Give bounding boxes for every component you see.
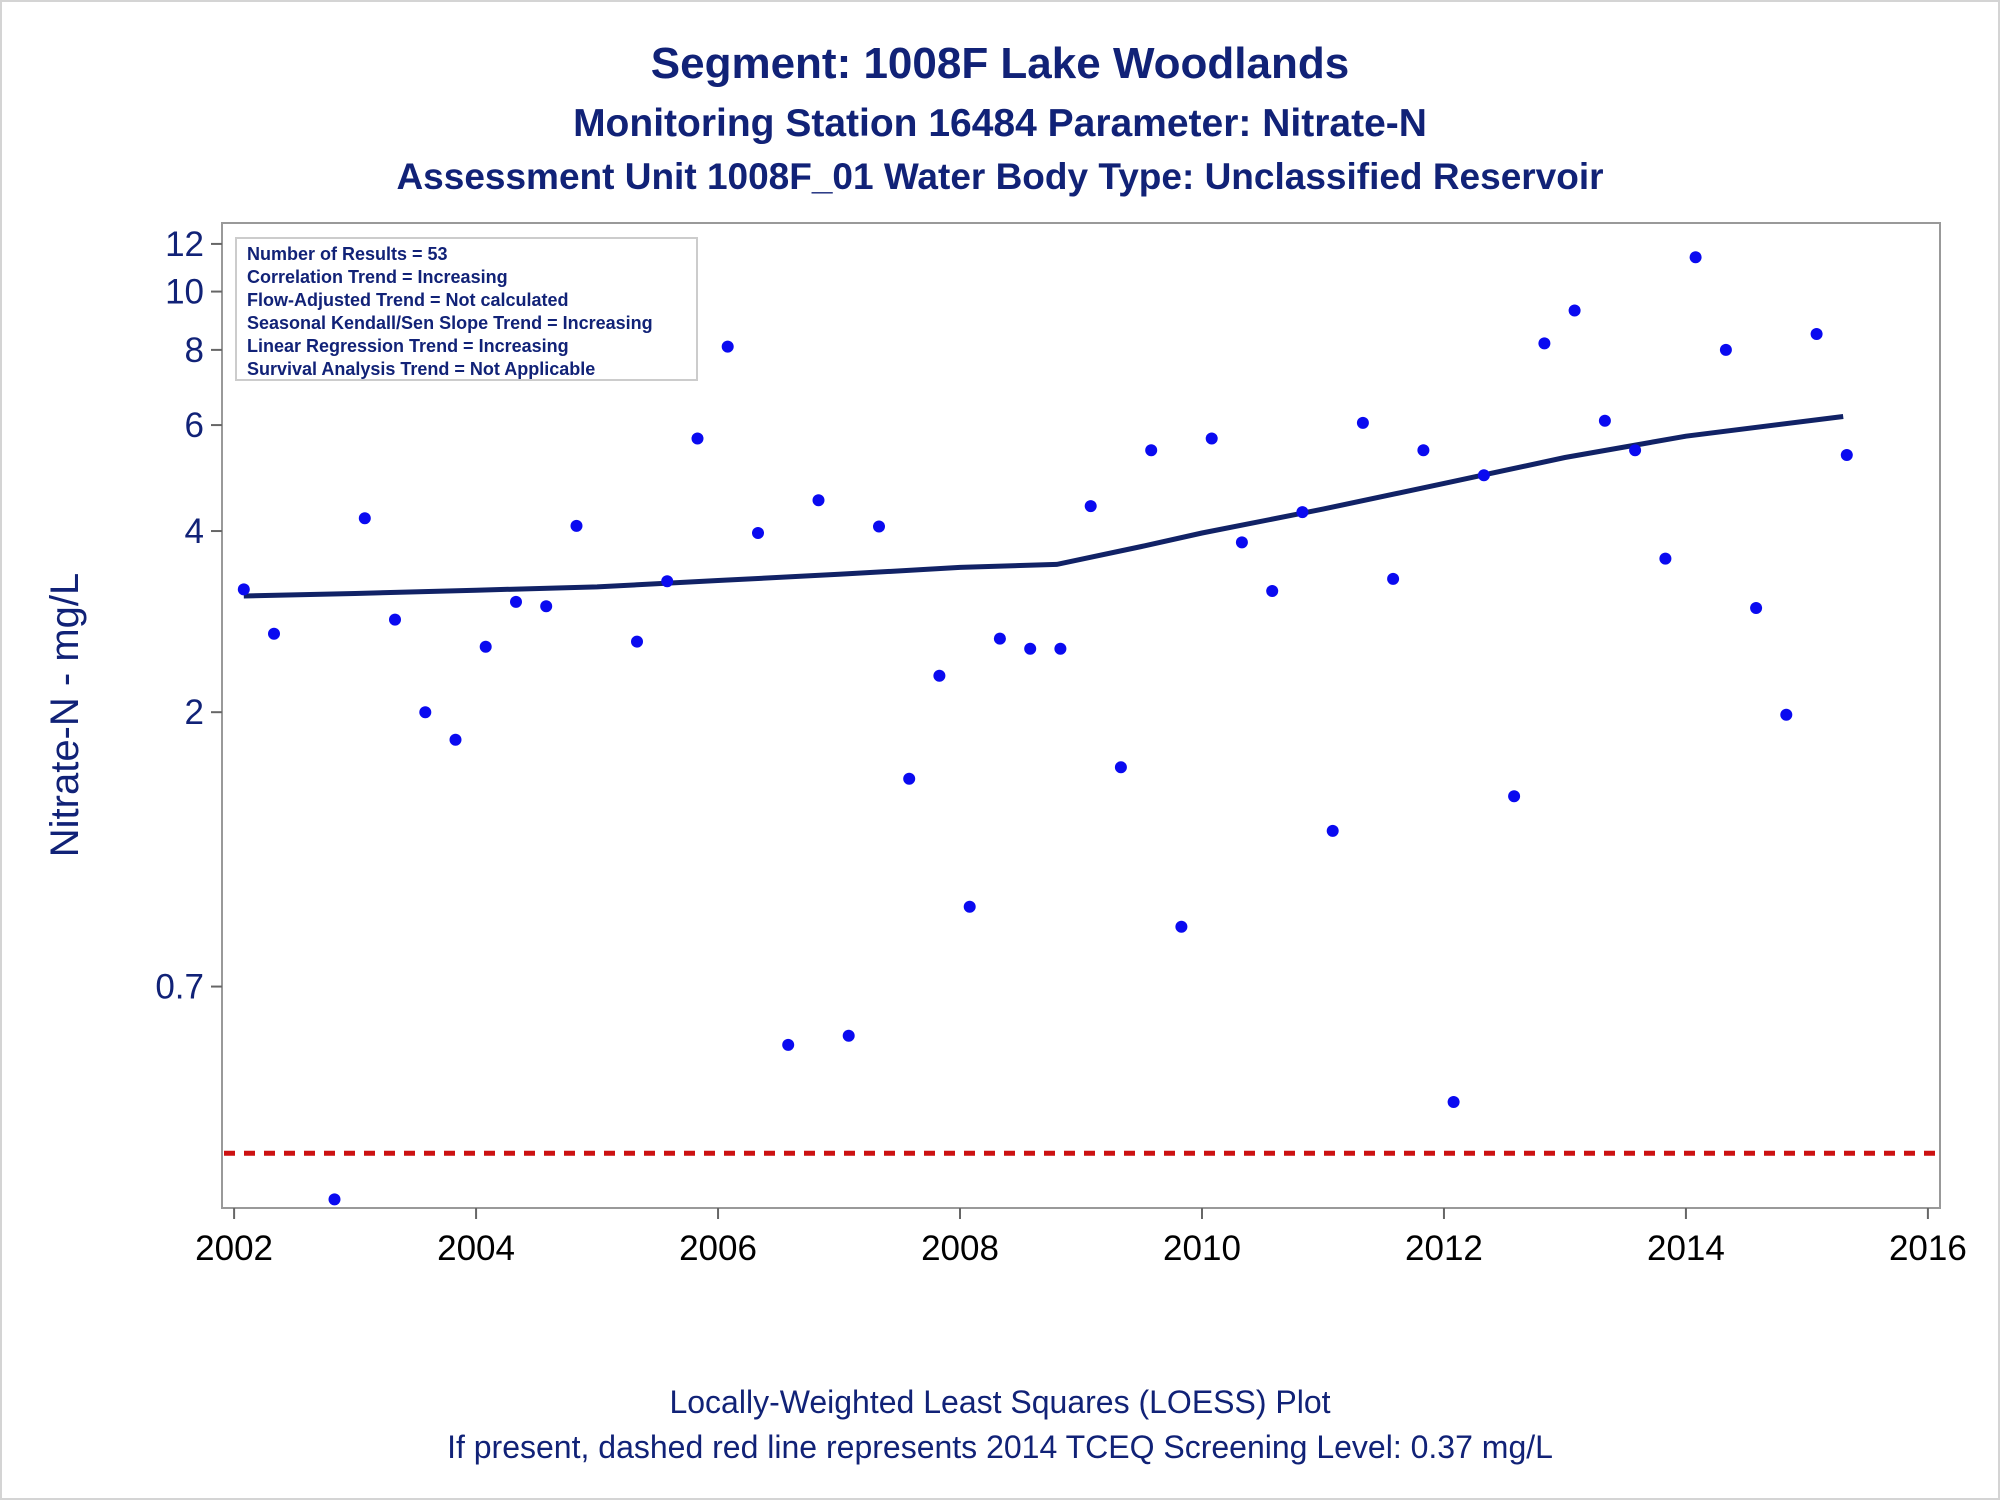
data-point-20 <box>842 1029 855 1042</box>
chart-subtitle: Monitoring Station 16484 Parameter: Nitr… <box>573 102 1427 145</box>
y-tick-label-10: 10 <box>165 273 204 312</box>
data-point-16 <box>721 340 734 353</box>
data-point-45 <box>1598 414 1611 427</box>
data-point-26 <box>1024 642 1037 655</box>
y-tick-label-6: 6 <box>185 406 204 445</box>
data-point-41 <box>1477 469 1490 482</box>
y-tick-label-2: 2 <box>185 693 204 732</box>
data-point-42 <box>1508 790 1521 803</box>
data-point-52 <box>1810 328 1823 340</box>
chart-subtitle-2: Assessment Unit 1008F_01 Water Body Type… <box>396 156 1603 197</box>
inset-line-correlation: Correlation Trend = Increasing <box>247 267 508 287</box>
data-point-15 <box>691 432 704 445</box>
data-point-24 <box>963 900 976 913</box>
x-tick-label-2004: 2004 <box>437 1229 515 1268</box>
data-point-44 <box>1568 304 1581 317</box>
data-point-18 <box>782 1038 795 1051</box>
x-tick-label-2006: 2006 <box>679 1229 757 1268</box>
data-point-22 <box>903 772 916 785</box>
stats-inset: Number of Results = 53 Correlation Trend… <box>235 237 698 381</box>
loess-trend-line <box>243 414 1844 599</box>
data-point-5 <box>389 613 401 626</box>
data-point-2 <box>268 627 280 640</box>
data-point-11 <box>570 519 583 532</box>
data-point-31 <box>1175 920 1188 933</box>
chart-title: Segment: 1008F Lake Woodlands <box>651 39 1349 88</box>
data-point-19 <box>812 494 825 507</box>
data-point-1 <box>237 583 250 596</box>
data-point-34 <box>1266 585 1279 597</box>
data-point-7 <box>449 733 462 746</box>
data-point-53 <box>1840 449 1853 461</box>
data-point-8 <box>479 640 492 653</box>
x-axis: 2002 2004 2006 2008 2010 2012 2014 2016 <box>195 1208 1967 1268</box>
data-point-32 <box>1205 432 1218 445</box>
data-point-35 <box>1296 506 1309 519</box>
inset-box <box>235 237 698 381</box>
data-point-3 <box>328 1193 341 1206</box>
data-point-25 <box>993 632 1006 645</box>
data-point-29 <box>1114 761 1127 774</box>
data-point-6 <box>419 706 432 719</box>
data-point-23 <box>933 669 946 682</box>
inset-line-results: Number of Results = 53 <box>247 244 448 264</box>
data-point-39 <box>1417 444 1430 457</box>
y-tick-label-12: 12 <box>165 225 204 264</box>
x-tick-label-2010: 2010 <box>1163 1229 1241 1268</box>
data-points <box>237 251 1853 1206</box>
inset-line-survival: Survival Analysis Trend = Not Applicable <box>247 359 595 379</box>
data-point-14 <box>661 575 674 588</box>
x-tick-label-2002: 2002 <box>195 1229 273 1268</box>
data-point-13 <box>631 635 643 648</box>
data-point-27 <box>1054 642 1067 655</box>
data-point-47 <box>1659 552 1672 565</box>
data-point-10 <box>540 600 553 613</box>
data-point-36 <box>1326 824 1339 837</box>
data-point-28 <box>1084 500 1097 513</box>
data-point-9 <box>510 595 522 608</box>
data-point-33 <box>1235 536 1248 549</box>
data-point-37 <box>1356 416 1369 429</box>
y-tick-label-0.7: 0.7 <box>155 968 204 1007</box>
inset-line-seasonal-kendall: Seasonal Kendall/Sen Slope Trend = Incre… <box>247 313 653 333</box>
data-point-17 <box>752 527 764 539</box>
data-point-43 <box>1538 337 1551 350</box>
data-point-21 <box>873 520 885 533</box>
y-axis-label: Nitrate-N - mg/L <box>43 573 87 858</box>
x-tick-label-2008: 2008 <box>921 1229 999 1268</box>
y-tick-label-4: 4 <box>185 512 204 551</box>
data-point-38 <box>1387 572 1400 585</box>
x-tick-label-2012: 2012 <box>1405 1229 1483 1268</box>
inset-line-linear-regression: Linear Regression Trend = Increasing <box>247 336 569 356</box>
footnote-screening: If present, dashed red line represents 2… <box>447 1429 1553 1465</box>
data-point-50 <box>1750 602 1763 614</box>
data-point-51 <box>1780 708 1793 721</box>
data-point-30 <box>1145 444 1158 457</box>
y-tick-label-8: 8 <box>185 331 204 370</box>
x-tick-label-2016: 2016 <box>1889 1229 1967 1268</box>
data-point-46 <box>1629 444 1642 457</box>
y-axis: 0.7 2 4 6 8 10 12 <box>155 225 222 1007</box>
data-point-40 <box>1447 1096 1460 1108</box>
data-point-49 <box>1719 343 1732 356</box>
data-point-4 <box>358 512 371 525</box>
inset-line-flow-adjusted: Flow-Adjusted Trend = Not calculated <box>247 290 569 310</box>
plot-area <box>221 222 1941 1209</box>
x-tick-label-2014: 2014 <box>1647 1229 1725 1268</box>
data-point-48 <box>1689 251 1702 264</box>
footnote-loess: Locally-Weighted Least Squares (LOESS) P… <box>669 1384 1330 1420</box>
